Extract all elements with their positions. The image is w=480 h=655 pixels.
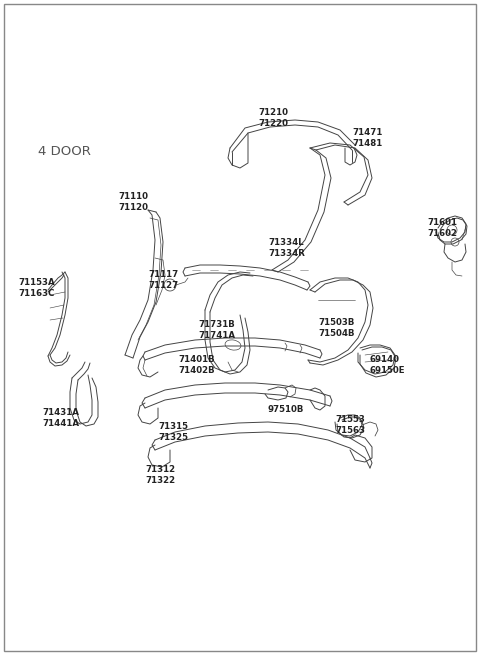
Text: 71334L
71334R: 71334L 71334R [268, 238, 305, 258]
Text: 71315
71325: 71315 71325 [158, 422, 188, 441]
Text: 71312
71322: 71312 71322 [145, 465, 175, 485]
Text: 4 DOOR: 4 DOOR [38, 145, 91, 158]
Text: 71731B
71741A: 71731B 71741A [198, 320, 235, 340]
Text: 71503B
71504B: 71503B 71504B [318, 318, 355, 338]
Text: 71117
71127: 71117 71127 [148, 270, 178, 290]
Text: 71110
71120: 71110 71120 [118, 192, 148, 212]
Text: 71553
71563: 71553 71563 [335, 415, 365, 435]
Text: 69140
69150E: 69140 69150E [370, 355, 406, 375]
Text: 71401B
71402B: 71401B 71402B [178, 355, 215, 375]
Text: 71210
71220: 71210 71220 [258, 108, 288, 128]
Text: 71431A
71441A: 71431A 71441A [42, 408, 79, 428]
Text: 71601
71602: 71601 71602 [427, 218, 457, 238]
Text: 71471
71481: 71471 71481 [352, 128, 383, 148]
Text: 97510B: 97510B [268, 405, 304, 414]
Text: 71153A
71163C: 71153A 71163C [18, 278, 55, 298]
